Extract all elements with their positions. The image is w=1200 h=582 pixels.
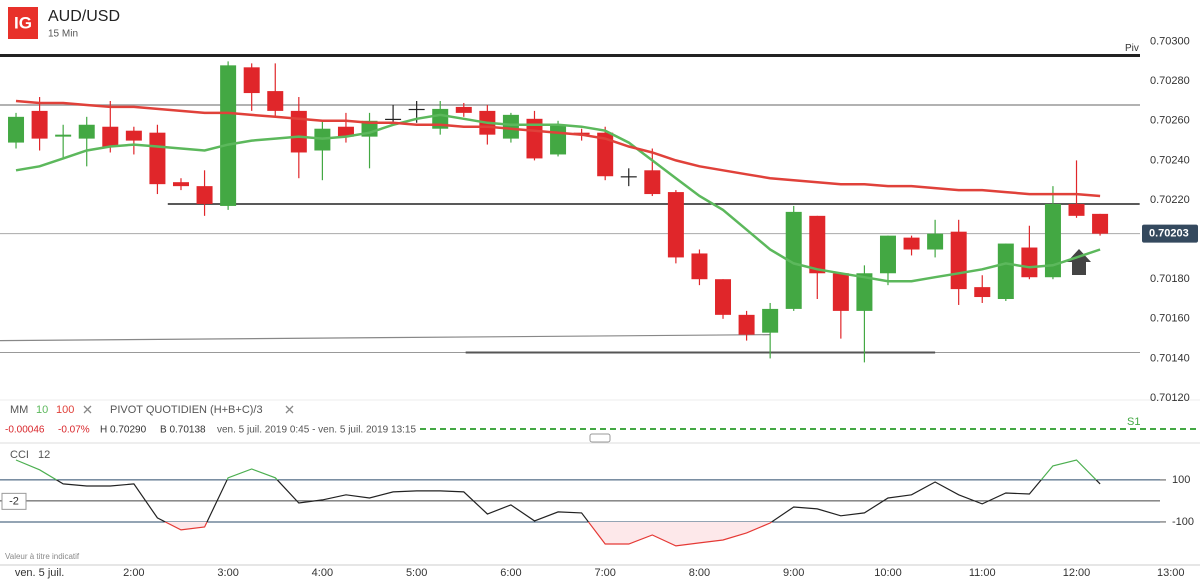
candle-body bbox=[667, 192, 684, 258]
x-tick-label: 12:00 bbox=[1063, 567, 1091, 579]
candle-body bbox=[974, 287, 991, 298]
candle-body bbox=[385, 118, 402, 121]
candle-body bbox=[1092, 213, 1109, 234]
x-tick-label: 8:00 bbox=[689, 567, 710, 579]
resize-handle[interactable] bbox=[589, 433, 611, 443]
x-tick-label: 10:00 bbox=[874, 567, 902, 579]
change-pct: -0.07% bbox=[58, 425, 90, 436]
y-tick-label: 0.70120 bbox=[1150, 392, 1190, 404]
candle-body bbox=[832, 273, 849, 311]
legend-entry: 100 bbox=[56, 404, 74, 416]
y-tick-label: -100 bbox=[1172, 516, 1194, 528]
y-tick-label: 0.70220 bbox=[1150, 194, 1190, 206]
candle-body bbox=[337, 126, 354, 137]
candle-body bbox=[31, 110, 48, 139]
candle-body bbox=[102, 126, 119, 147]
day-low: B 0.70138 bbox=[160, 425, 206, 436]
candle-body bbox=[1021, 247, 1038, 278]
disclaimer: Valeur à titre indicatif bbox=[5, 552, 80, 561]
candle-body bbox=[644, 170, 661, 195]
candle-body bbox=[290, 110, 307, 153]
candle-body bbox=[879, 235, 896, 274]
candle-body bbox=[408, 108, 425, 111]
candle-body bbox=[927, 233, 944, 250]
y-tick-label: 0.70280 bbox=[1150, 75, 1190, 87]
candle-body bbox=[502, 114, 519, 139]
candle-body bbox=[125, 130, 142, 141]
candle-body bbox=[809, 215, 826, 274]
y-tick-label: 0.70260 bbox=[1150, 115, 1190, 127]
x-tick-label: 2:00 bbox=[123, 567, 144, 579]
ma-label: MM bbox=[10, 404, 28, 416]
x-tick-label: 9:00 bbox=[783, 567, 804, 579]
y-tick-label: 0.70300 bbox=[1150, 35, 1190, 47]
last-price-label: 0.70203 bbox=[1149, 228, 1189, 240]
x-tick-label: 13:00 bbox=[1157, 567, 1185, 579]
pivot-label: PIVOT QUOTIDIEN (H+B+C)/3 bbox=[110, 404, 263, 416]
candle-body bbox=[691, 253, 708, 280]
legend-entry: 12 bbox=[38, 449, 50, 461]
candle-body bbox=[455, 106, 472, 113]
candle-body bbox=[1044, 203, 1061, 278]
ma-line bbox=[15, 113, 1101, 283]
logo-box bbox=[8, 7, 38, 39]
candle-body bbox=[950, 231, 967, 290]
candle-body bbox=[55, 134, 72, 137]
candle-body bbox=[243, 67, 260, 94]
candle-body bbox=[196, 186, 213, 204]
candle-body bbox=[1068, 203, 1085, 216]
candle-body bbox=[267, 91, 284, 111]
cci-title: CCI bbox=[10, 449, 29, 461]
last-price-box bbox=[1142, 224, 1198, 243]
interval: 15 Min bbox=[48, 29, 78, 40]
candle-body bbox=[550, 124, 567, 155]
candle-body bbox=[597, 132, 614, 177]
close-icon[interactable] bbox=[83, 405, 294, 414]
ma-line bbox=[15, 99, 1101, 198]
y-tick-label: 100 bbox=[1172, 474, 1190, 486]
y-tick-label: 0.70140 bbox=[1150, 352, 1190, 364]
y-tick-label: 0.70160 bbox=[1150, 313, 1190, 325]
candle-body bbox=[8, 116, 25, 143]
symbol: AUD/USD bbox=[48, 8, 120, 25]
level-label: Piv bbox=[1125, 43, 1139, 54]
candle-body bbox=[785, 211, 802, 309]
x-tick-label: 3:00 bbox=[217, 567, 238, 579]
range: ven. 5 juil. 2019 0:45 - ven. 5 juil. 20… bbox=[217, 425, 416, 436]
day-high: H 0.70290 bbox=[100, 425, 147, 436]
logo: IG bbox=[14, 13, 32, 32]
y-tick-label: 0.70240 bbox=[1150, 154, 1190, 166]
legend-entry: 10 bbox=[36, 404, 48, 416]
x-tick-label: 7:00 bbox=[594, 567, 615, 579]
cci-line bbox=[15, 459, 1101, 547]
candle-body bbox=[620, 176, 637, 178]
y-tick-label: 0.70180 bbox=[1150, 273, 1190, 285]
x-tick-label: 5:00 bbox=[406, 567, 427, 579]
candle-body bbox=[220, 65, 237, 206]
current-box bbox=[1, 492, 27, 510]
candle-body bbox=[172, 182, 189, 187]
trend-line bbox=[0, 334, 771, 342]
change: -0.00046 bbox=[5, 425, 45, 436]
candle-body bbox=[762, 308, 779, 333]
candle-body bbox=[856, 273, 873, 311]
candle-body bbox=[903, 237, 920, 250]
x-tick-label: ven. 5 juil. bbox=[15, 567, 65, 579]
candle-body bbox=[738, 314, 755, 335]
current-value: -2 bbox=[9, 495, 19, 507]
candle-body bbox=[149, 132, 166, 185]
x-tick-label: 11:00 bbox=[969, 567, 996, 579]
s1-label: S1 bbox=[1127, 416, 1140, 428]
candle-body bbox=[78, 124, 95, 139]
x-tick-label: 6:00 bbox=[500, 567, 521, 579]
x-tick-label: 4:00 bbox=[312, 567, 333, 579]
candle-body bbox=[526, 118, 543, 159]
candle-body bbox=[715, 279, 732, 315]
candle-body bbox=[997, 243, 1014, 300]
